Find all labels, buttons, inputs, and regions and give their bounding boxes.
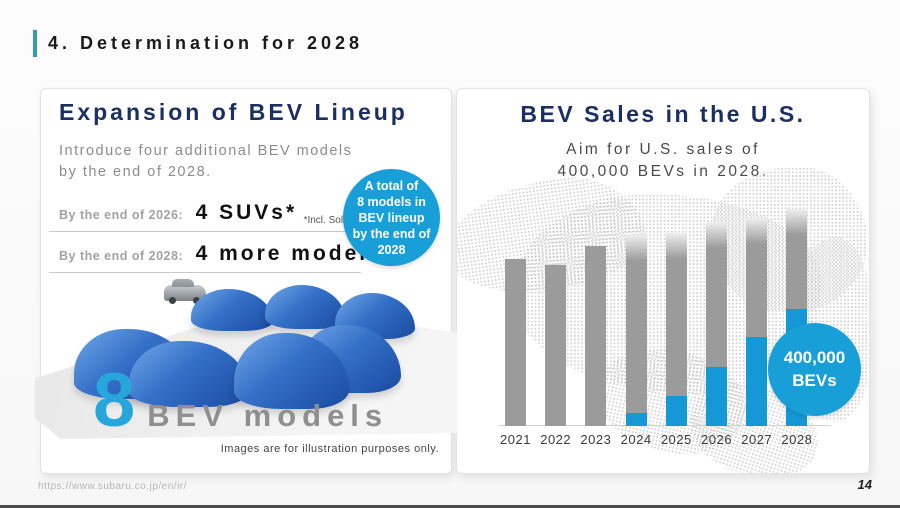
badge-line: BEVs bbox=[792, 370, 837, 390]
milestone-2028-value: 4 more models bbox=[195, 242, 383, 265]
big-number-label: BEV models bbox=[147, 398, 389, 433]
left-panel-subtitle-line1: Introduce four additional BEV models bbox=[59, 143, 353, 159]
slide-title: 4. Determination for 2028 bbox=[48, 33, 364, 53]
badge-line: 400,000 bbox=[783, 347, 846, 367]
milestone-2026-value: 4 SUVs* bbox=[195, 201, 298, 224]
axis-label-2027: 2027 bbox=[741, 432, 773, 447]
source-url: https://www.subaru.co.jp/en/ir/ bbox=[38, 481, 187, 492]
big-stat: 8 BEV models bbox=[93, 358, 389, 443]
milestone-row-2028: By the end of 2028: 4 more models bbox=[49, 242, 380, 273]
slide-header: 4. Determination for 2028 bbox=[33, 30, 363, 57]
left-panel-subtitle: Introduce four additional BEV models by … bbox=[59, 141, 352, 183]
covered-car bbox=[191, 289, 273, 331]
big-number: 8 bbox=[93, 358, 136, 443]
axis-label-2028: 2028 bbox=[781, 432, 813, 447]
bar-total-2022 bbox=[545, 265, 567, 426]
left-panel-subtitle-line2: by the end of 2028. bbox=[59, 164, 212, 181]
badge-line: A total of bbox=[364, 178, 419, 193]
axis-label-2023: 2023 bbox=[580, 432, 612, 447]
bar-bev-2026 bbox=[706, 367, 727, 426]
milestone-2026-footnote: *Incl. Solterra bbox=[303, 215, 364, 226]
axis-label-2021: 2021 bbox=[500, 432, 531, 447]
total-models-badge: A total of 8 models in BEV lineup by the… bbox=[343, 169, 440, 266]
badge-line: BEV lineup bbox=[358, 210, 425, 225]
right-panel-subtitle-line2: 400,000 BEVs in 2028. bbox=[557, 163, 769, 181]
covered-cars-illustration bbox=[35, 279, 457, 439]
right-panel-subtitle-line1: Aim for U.S. sales of bbox=[566, 141, 760, 158]
bar-total-2023 bbox=[585, 245, 607, 426]
covered-car bbox=[265, 285, 345, 329]
page-number: 14 bbox=[857, 477, 872, 492]
milestone-row-2026: By the end of 2026: 4 SUVs* *Incl. Solte… bbox=[49, 201, 364, 232]
illustration-caption: Images are for illustration purposes onl… bbox=[220, 443, 439, 455]
title-accent-bar bbox=[33, 30, 37, 57]
bar-bev-2024 bbox=[625, 412, 647, 426]
axis-label-2024: 2024 bbox=[620, 432, 652, 447]
bev-sales-panel: BEV Sales in the U.S. Aim for U.S. sales… bbox=[456, 88, 870, 474]
chart-baseline bbox=[499, 425, 831, 426]
sales-target-badge: 400,000 BEVs bbox=[768, 323, 861, 416]
bar-bev-2025 bbox=[665, 395, 687, 426]
badge-line: 8 models in bbox=[357, 194, 426, 209]
badge-line: by the end of bbox=[352, 226, 431, 241]
bar-bev-2027 bbox=[746, 337, 768, 426]
axis-label-2022: 2022 bbox=[540, 432, 572, 447]
bev-lineup-panel: Expansion of BEV Lineup Introduce four a… bbox=[35, 88, 457, 474]
bar-total-2021 bbox=[505, 258, 526, 426]
axis-label-2026: 2026 bbox=[701, 432, 732, 447]
left-panel-title: Expansion of BEV Lineup bbox=[59, 99, 408, 125]
right-panel-subtitle: Aim for U.S. sales of 400,000 BEVs in 20… bbox=[457, 139, 869, 184]
slide-bottom-edge bbox=[0, 505, 900, 508]
bar-total-2024 bbox=[625, 235, 647, 426]
milestone-2028-label: By the end of 2028: bbox=[59, 249, 184, 263]
car-wheel bbox=[169, 297, 176, 304]
axis-label-2025: 2025 bbox=[660, 432, 692, 447]
milestone-2026-label: By the end of 2026: bbox=[59, 208, 184, 222]
badge-line: 2028 bbox=[377, 242, 406, 257]
right-panel-title: BEV Sales in the U.S. bbox=[520, 101, 806, 127]
bar-total-2025 bbox=[665, 232, 687, 426]
